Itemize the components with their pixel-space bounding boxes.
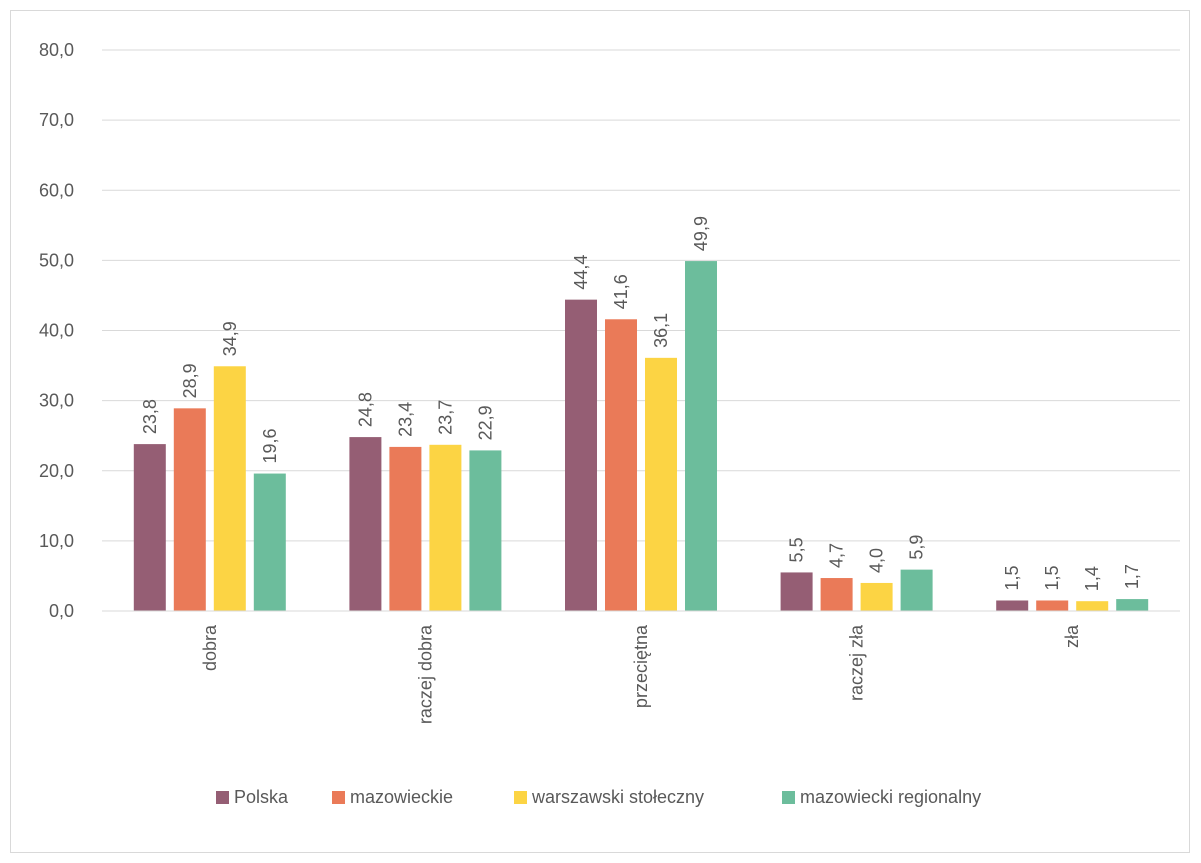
bar — [429, 444, 462, 611]
data-label: 1,4 — [1082, 566, 1102, 591]
legend-swatch — [514, 791, 527, 804]
data-label: 22,9 — [475, 405, 495, 440]
category-label: raczej zła — [847, 624, 867, 701]
data-label: 23,4 — [395, 402, 415, 437]
data-label: 23,7 — [435, 400, 455, 435]
y-tick-label: 70,0 — [39, 110, 74, 130]
bar — [389, 446, 422, 611]
legend-label: mazowiecki regionalny — [800, 787, 981, 807]
y-tick-label: 0,0 — [49, 601, 74, 621]
bar — [1116, 599, 1149, 611]
bar — [565, 299, 597, 611]
data-label: 28,9 — [180, 363, 200, 398]
data-label: 5,5 — [787, 537, 807, 562]
bar — [996, 600, 1029, 611]
data-label: 49,9 — [691, 216, 711, 251]
legend-swatch — [332, 791, 345, 804]
data-label: 36,1 — [651, 313, 671, 348]
legend-label: Polska — [234, 787, 289, 807]
chart-frame — [10, 10, 1190, 853]
bar — [213, 366, 246, 611]
bar — [860, 582, 893, 611]
bar — [1036, 600, 1069, 611]
category-label: dobra — [200, 624, 220, 671]
y-tick-label: 80,0 — [39, 40, 74, 60]
category-label: przeciętna — [631, 624, 651, 708]
y-tick-label: 60,0 — [39, 180, 74, 200]
data-label: 19,6 — [260, 429, 280, 464]
data-label: 1,5 — [1042, 565, 1062, 590]
legend-label: mazowieckie — [350, 787, 453, 807]
y-tick-label: 10,0 — [39, 531, 74, 551]
bar — [605, 319, 637, 611]
bar — [469, 450, 502, 611]
data-label: 24,8 — [355, 392, 375, 427]
y-tick-label: 30,0 — [39, 391, 74, 411]
data-label: 1,5 — [1002, 565, 1022, 590]
category-label: zła — [1062, 624, 1082, 648]
data-label: 5,9 — [907, 535, 927, 560]
bar — [1076, 601, 1109, 611]
bar — [900, 569, 933, 611]
bar — [820, 578, 853, 611]
data-label: 23,8 — [140, 399, 160, 434]
legend-label: warszawski stołeczny — [531, 787, 704, 807]
data-label: 41,6 — [611, 274, 631, 309]
data-label: 4,7 — [827, 543, 847, 568]
bar — [133, 444, 166, 611]
legend-swatch — [782, 791, 795, 804]
bar — [253, 473, 286, 611]
category-label: raczej dobra — [415, 624, 435, 724]
bar — [349, 437, 382, 611]
bar — [780, 572, 813, 611]
bar — [645, 357, 677, 611]
y-tick-label: 50,0 — [39, 250, 74, 270]
data-label: 34,9 — [220, 321, 240, 356]
bar — [685, 261, 717, 611]
data-label: 44,4 — [571, 255, 591, 290]
legend-swatch — [216, 791, 229, 804]
bar — [173, 408, 206, 611]
y-tick-label: 40,0 — [39, 321, 74, 341]
data-label: 1,7 — [1122, 564, 1142, 589]
data-label: 4,0 — [867, 548, 887, 573]
y-tick-label: 20,0 — [39, 461, 74, 481]
